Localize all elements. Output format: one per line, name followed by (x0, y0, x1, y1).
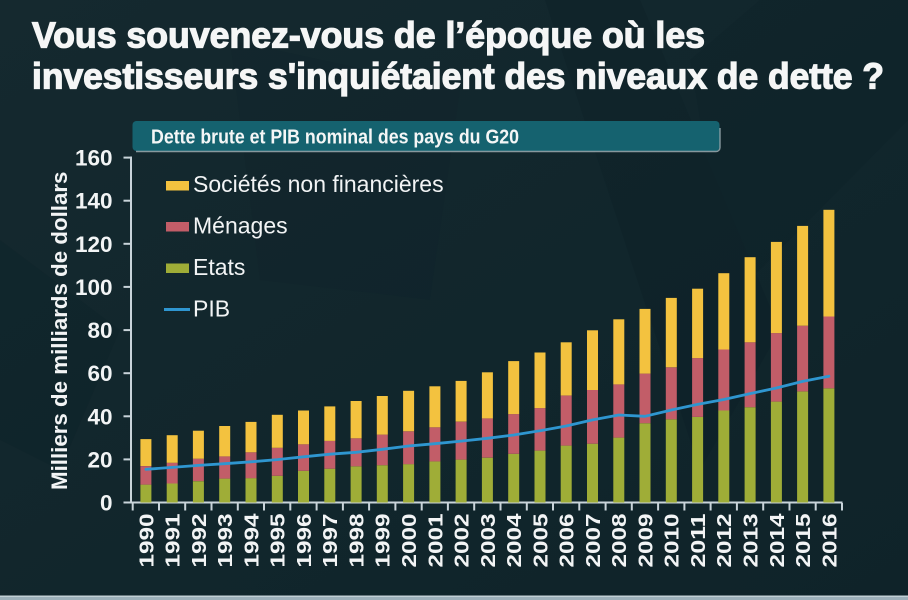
svg-text:1999: 1999 (372, 514, 395, 568)
svg-text:Sociétés non financières: Sociétés non financières (193, 171, 444, 197)
svg-text:2009: 2009 (634, 514, 657, 568)
svg-text:2000: 2000 (398, 514, 421, 568)
svg-text:2007: 2007 (582, 514, 605, 568)
svg-text:2001: 2001 (424, 514, 447, 568)
svg-text:2006: 2006 (556, 514, 579, 568)
svg-text:1998: 1998 (346, 514, 369, 568)
svg-text:2013: 2013 (740, 514, 763, 568)
svg-text:2008: 2008 (608, 514, 631, 568)
svg-text:Milliers de milliards de dolla: Milliers de milliards de dollars (47, 172, 72, 490)
svg-text:2016: 2016 (818, 514, 841, 568)
svg-text:20: 20 (87, 447, 112, 472)
svg-text:2015: 2015 (792, 514, 815, 568)
svg-text:1990: 1990 (135, 514, 158, 568)
svg-text:2004: 2004 (503, 513, 526, 568)
svg-text:2014: 2014 (766, 513, 789, 568)
svg-text:60: 60 (87, 361, 112, 386)
svg-text:1993: 1993 (214, 514, 237, 568)
svg-text:Ménages: Ménages (193, 213, 288, 239)
svg-text:120: 120 (75, 232, 113, 257)
svg-text:1996: 1996 (293, 514, 316, 568)
svg-text:0: 0 (100, 491, 113, 516)
svg-text:1994: 1994 (240, 513, 263, 568)
svg-text:investisseurs s'inquiétaient d: investisseurs s'inquiétaient des niveaux… (32, 56, 884, 97)
svg-text:PIB: PIB (193, 296, 230, 322)
svg-text:80: 80 (87, 318, 112, 343)
svg-text:2012: 2012 (713, 514, 736, 568)
svg-text:Dette brute et PIB nominal des: Dette brute et PIB nominal des pays du G… (151, 126, 519, 149)
svg-text:2005: 2005 (529, 514, 552, 568)
svg-text:2010: 2010 (661, 514, 684, 568)
svg-text:100: 100 (75, 275, 113, 300)
svg-text:2003: 2003 (477, 514, 500, 568)
svg-text:Etats: Etats (193, 254, 245, 280)
svg-text:1997: 1997 (319, 514, 342, 568)
svg-text:2002: 2002 (451, 514, 474, 568)
svg-text:1992: 1992 (188, 514, 211, 568)
svg-text:Vous souvenez-vous de l’époque: Vous souvenez-vous de l’époque où les (32, 15, 705, 56)
svg-text:2011: 2011 (687, 514, 710, 568)
svg-text:160: 160 (75, 146, 113, 171)
svg-text:40: 40 (87, 404, 112, 429)
svg-text:1995: 1995 (267, 514, 290, 568)
svg-text:140: 140 (75, 189, 113, 214)
svg-text:1991: 1991 (162, 514, 185, 568)
